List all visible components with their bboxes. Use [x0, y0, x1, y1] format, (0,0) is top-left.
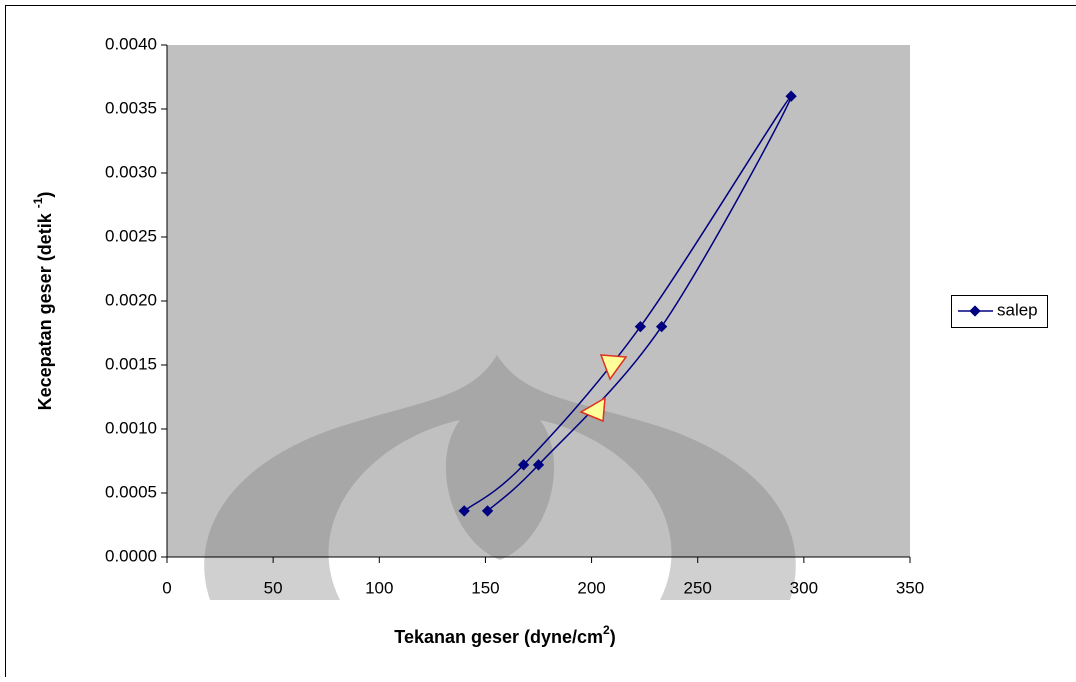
- y-tick-label: 0.0040: [105, 34, 157, 53]
- x-tick-label: 300: [790, 578, 818, 597]
- x-axis-title: Tekanan geser (dyne/cm2): [394, 623, 615, 647]
- y-tick-label: 0.0025: [105, 226, 157, 245]
- y-tick-label: 0.0030: [105, 162, 157, 181]
- x-tick-label: 150: [471, 578, 499, 597]
- x-tick-label: 100: [365, 578, 393, 597]
- legend-label: salep: [997, 300, 1038, 319]
- y-axis-title-text: Kecepatan geser (detik: [35, 208, 55, 410]
- x-tick-label: 200: [577, 578, 605, 597]
- y-tick-label: 0.0005: [105, 482, 157, 501]
- x-axis-title-text: ): [610, 627, 616, 647]
- y-axis-title-text: ): [35, 192, 55, 198]
- x-axis-title-text: Tekanan geser (dyne/cm: [394, 627, 603, 647]
- legend: salep: [952, 296, 1048, 328]
- y-tick-label: 0.0035: [105, 98, 157, 117]
- y-axis-title: Kecepatan geser (detik -1): [31, 192, 55, 411]
- y-tick-label: 0.0010: [105, 418, 157, 437]
- y-tick-label: 0.0000: [105, 546, 157, 565]
- x-tick-label: 350: [896, 578, 924, 597]
- x-tick-label: 50: [264, 578, 283, 597]
- x-tick-label: 0: [162, 578, 171, 597]
- chart: 0.0000 0.0005 0.0010 0.0015 0.0020 0.0025 0.00…: [0, 0, 1076, 677]
- y-tick-label: 0.0020: [105, 290, 157, 309]
- x-tick-label: 250: [684, 578, 712, 597]
- y-axis-title-sup: -1: [31, 197, 45, 208]
- y-tick-label: 0.0015: [105, 354, 157, 373]
